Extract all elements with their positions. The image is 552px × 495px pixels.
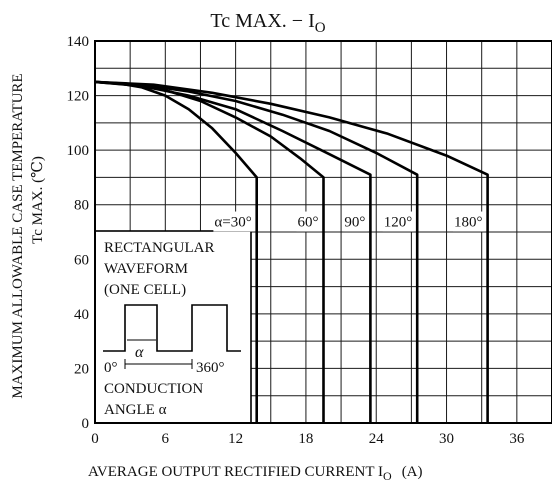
series-label-1: 60° [298, 215, 319, 231]
waveform-end-label: 360° [196, 360, 225, 376]
series-labels: α=30° 60° 90° 120° 180° [213, 211, 485, 232]
x-tick-label: 6 [162, 431, 170, 447]
curves [94, 80, 489, 423]
series-line-2 [94, 80, 372, 423]
y-tick-label: 80 [74, 198, 89, 214]
x-axis-label-main: AVERAGE OUTPUT RECTIFIED CURRENT I [88, 464, 383, 480]
y-tick-label: 40 [74, 307, 89, 323]
series-label-4: 180° [454, 215, 483, 231]
chart-title: Tc MAX. − IO [210, 10, 325, 36]
tick-labels: 0 6 12 18 24 30 36 0 20 40 60 80 100 120 140 [67, 34, 525, 447]
x-axis-label: AVERAGE OUTPUT RECTIFIED CURRENT IO (A) [88, 464, 423, 483]
series-label-3: 120° [384, 215, 413, 231]
series-line-4 [94, 80, 489, 423]
inset-title-line3: (ONE CELL) [104, 282, 186, 298]
series-label-bg [382, 211, 415, 232]
series-line-3 [94, 80, 419, 423]
x-tick-label: 12 [228, 431, 243, 447]
series-label-bg [453, 211, 485, 232]
y-tick-label: 20 [74, 361, 89, 377]
waveform-start-label: 0° [104, 360, 118, 376]
waveform-inset: RECTANGULAR WAVEFORM (ONE CELL) 0° α 360… [94, 230, 252, 424]
y-tick-label: 60 [74, 252, 89, 268]
waveform-alpha-label: α [135, 344, 144, 361]
x-tick-label: 24 [369, 431, 385, 447]
chart-title-main: Tc MAX. − I [210, 10, 314, 32]
chart-title-subscript: O [315, 20, 326, 36]
conduction-label-line2: ANGLE α [104, 402, 167, 418]
x-axis-unit: (A) [402, 464, 423, 480]
x-tick-label: 30 [439, 431, 454, 447]
series-label-2: 90° [344, 215, 365, 231]
rectangular-waveform [103, 304, 241, 352]
y-tick-label: 120 [67, 89, 90, 105]
inset-title-line2: WAVEFORM [104, 261, 188, 277]
y-axis-label-line2: Tc MAX. (℃) [30, 156, 46, 244]
series-label-bg [296, 211, 321, 232]
y-tick-label: 100 [67, 143, 90, 159]
series-label-bg [213, 211, 254, 232]
y-axis-label-line1: MAXIMUM ALLOWABLE CASE TEMPERATURE [10, 73, 26, 398]
x-tick-label: 18 [298, 431, 313, 447]
series-label-bg [343, 211, 368, 232]
x-axis-label-subscript: O [383, 469, 392, 483]
x-tick-label: 0 [91, 431, 99, 447]
y-tick-label: 140 [67, 34, 90, 50]
series-label-0: α=30° [214, 215, 251, 231]
inset-box [94, 230, 252, 424]
y-tick-label: 0 [82, 416, 90, 432]
plot-frame [94, 40, 552, 424]
conduction-label-line1: CONDUCTION [104, 381, 203, 397]
inset-title-line1: RECTANGULAR [104, 240, 214, 256]
x-tick-label: 36 [509, 431, 525, 447]
